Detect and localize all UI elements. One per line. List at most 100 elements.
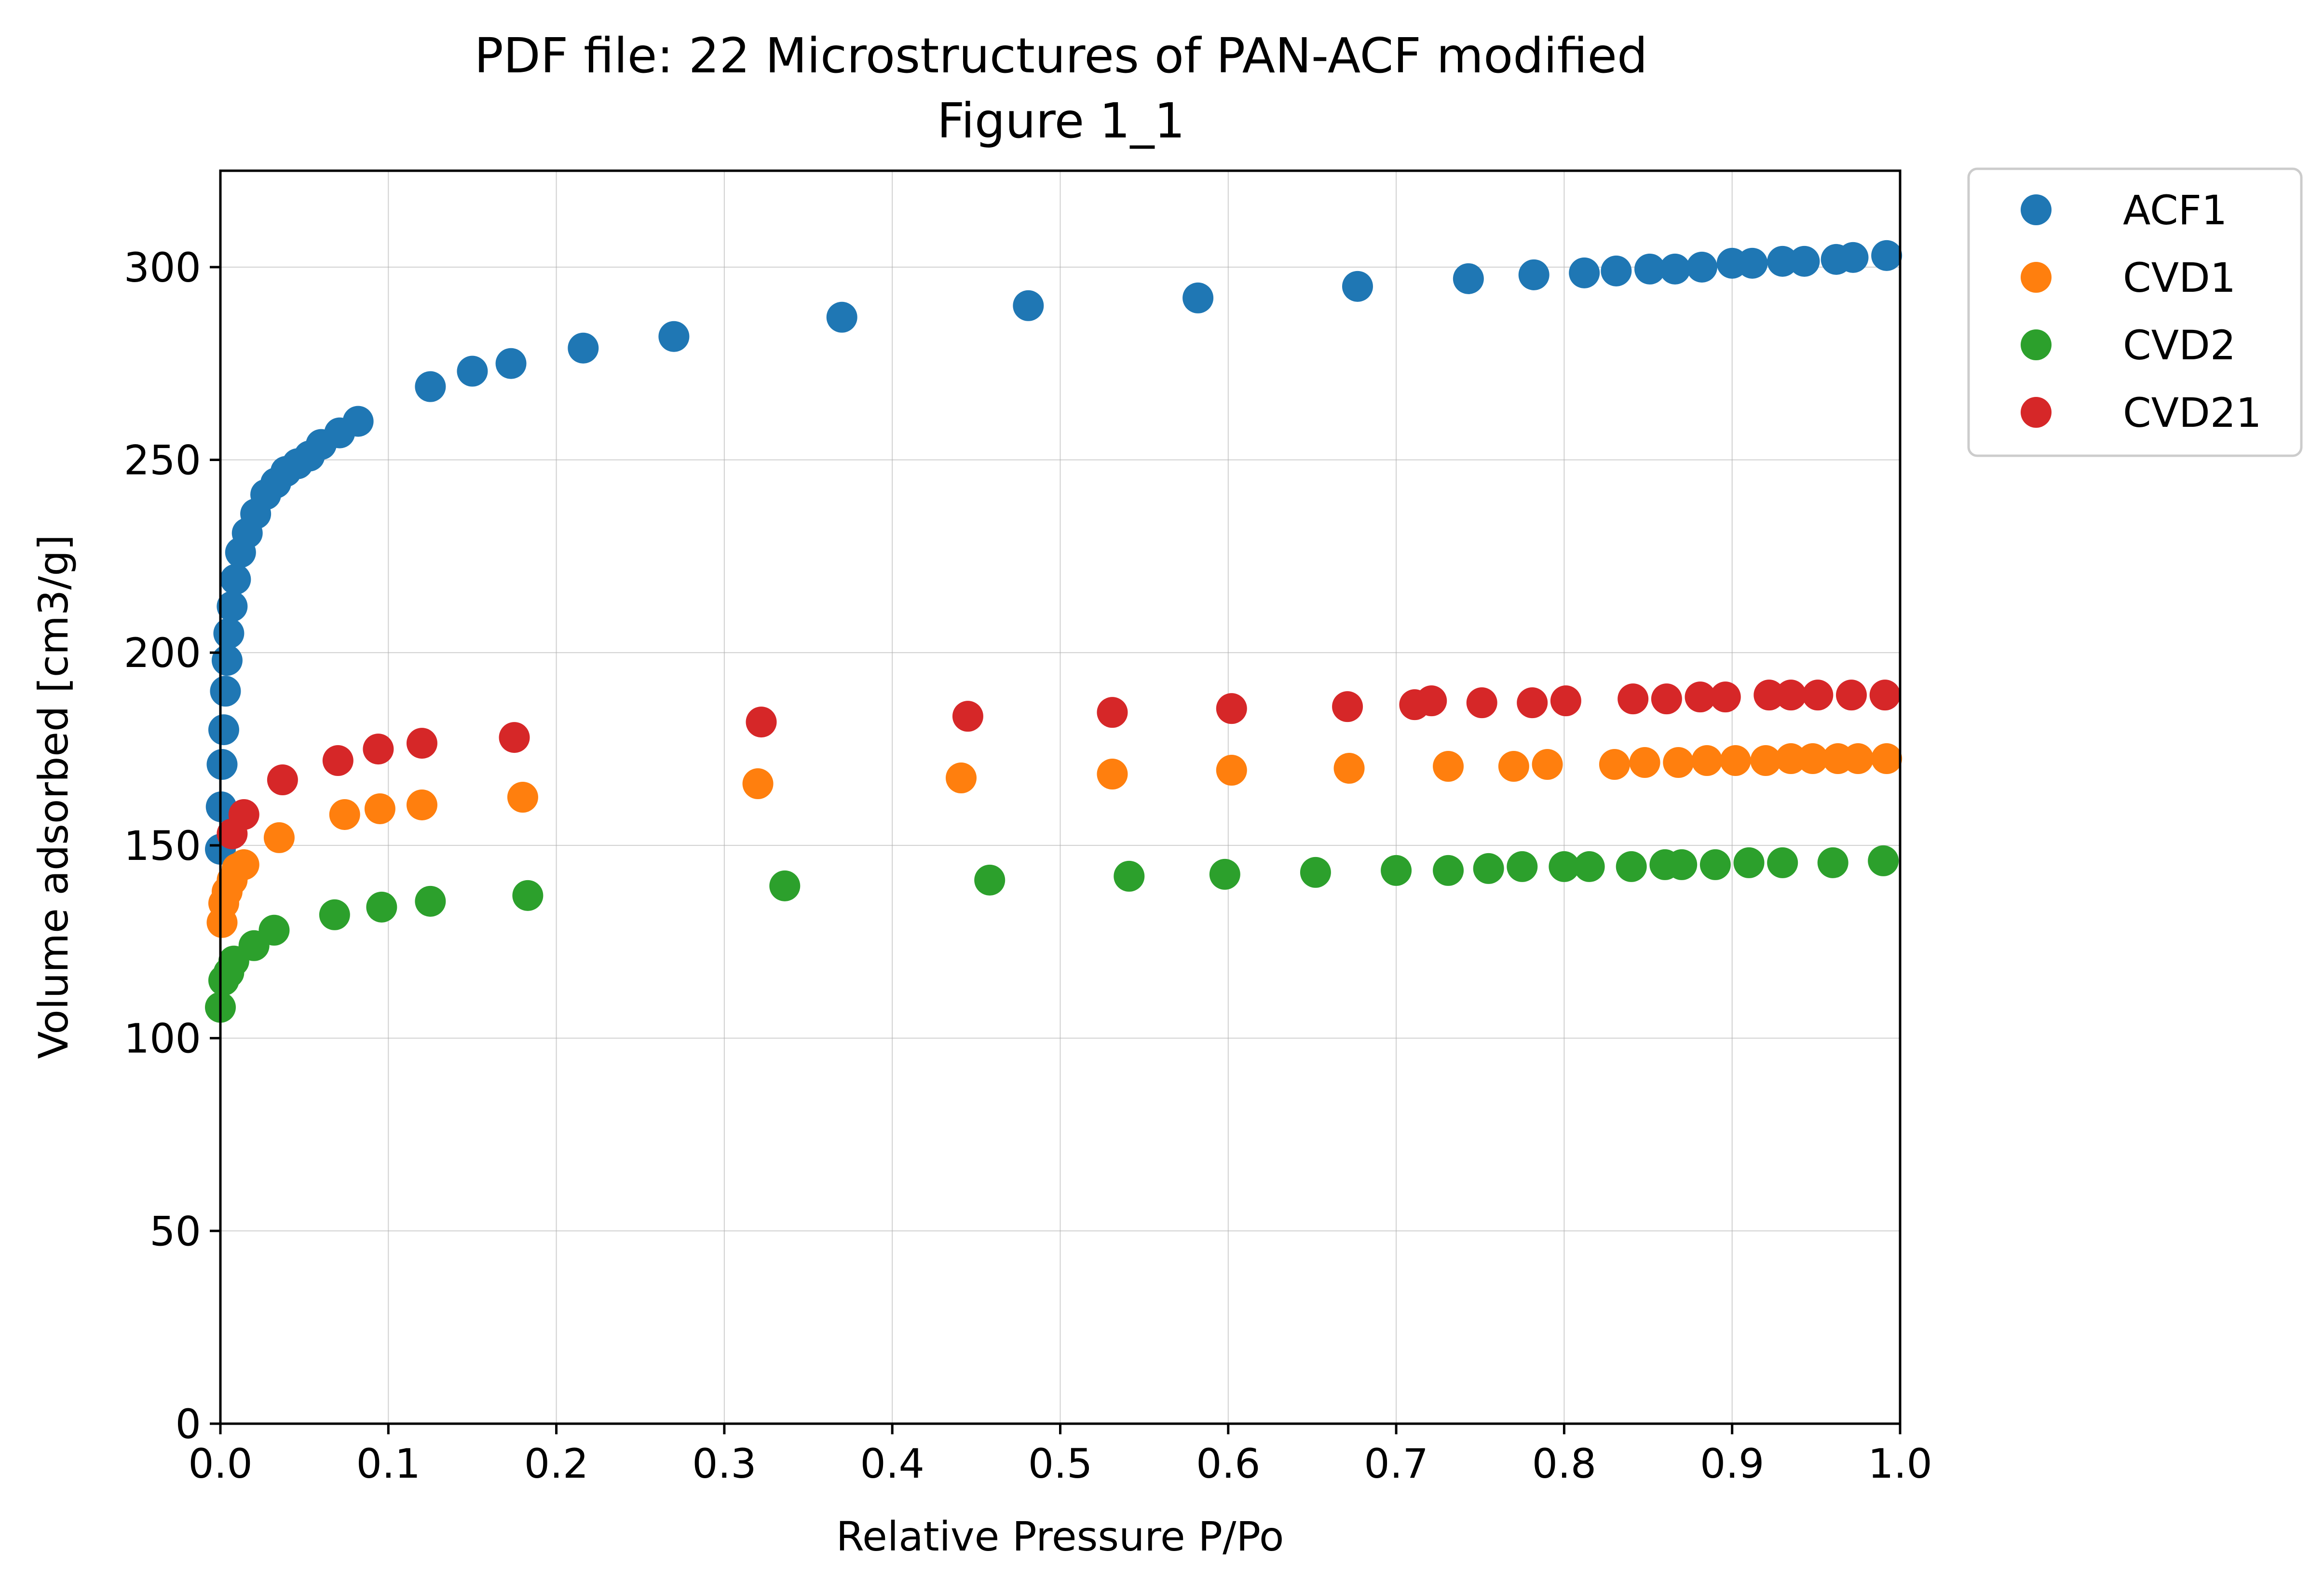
data-point-acf1 bbox=[1601, 255, 1632, 286]
data-point-cvd21 bbox=[1332, 691, 1363, 722]
data-point-cvd1 bbox=[1663, 747, 1694, 778]
data-point-cvd2 bbox=[1114, 860, 1145, 892]
data-point-cvd1 bbox=[946, 762, 977, 794]
x-axis-label: Relative Pressure P/Po bbox=[836, 1513, 1284, 1560]
data-point-cvd2 bbox=[415, 885, 446, 917]
data-point-cvd2 bbox=[512, 880, 544, 911]
data-point-acf1 bbox=[213, 618, 245, 649]
data-point-acf1 bbox=[211, 645, 243, 676]
data-point-cvd1 bbox=[1871, 743, 1903, 775]
data-point-acf1 bbox=[217, 591, 248, 622]
data-point-acf1 bbox=[1789, 245, 1820, 277]
data-point-cvd1 bbox=[1532, 749, 1563, 780]
x-tick-label: 0.6 bbox=[1196, 1440, 1261, 1487]
y-tick-label: 100 bbox=[124, 1015, 201, 1062]
data-point-cvd21 bbox=[1617, 683, 1649, 715]
data-point-acf1 bbox=[1342, 271, 1373, 302]
data-point-cvd21 bbox=[1216, 693, 1247, 724]
data-point-cvd21 bbox=[267, 764, 298, 796]
data-point-cvd21 bbox=[322, 745, 353, 776]
y-tick-label: 250 bbox=[124, 437, 201, 484]
data-point-cvd2 bbox=[1733, 847, 1765, 878]
data-point-cvd1 bbox=[742, 768, 774, 800]
data-point-cvd1 bbox=[263, 822, 295, 853]
data-point-cvd1 bbox=[1720, 745, 1751, 776]
legend: ACF1 CVD1 CVD2 CVD21 bbox=[1967, 167, 2303, 457]
data-point-acf1 bbox=[1182, 282, 1214, 313]
data-point-cvd2 bbox=[1817, 847, 1848, 878]
data-point-cvd1 bbox=[1599, 749, 1630, 780]
data-point-cvd2 bbox=[1767, 847, 1798, 878]
data-point-cvd2 bbox=[258, 914, 290, 946]
data-point-acf1 bbox=[1686, 251, 1718, 283]
data-point-cvd2 bbox=[1868, 845, 1899, 876]
legend-marker-acf1 bbox=[2021, 194, 2052, 225]
legend-frame bbox=[1967, 167, 2303, 457]
y-tick-label: 200 bbox=[124, 629, 201, 677]
y-tick-label: 0 bbox=[176, 1401, 201, 1448]
data-point-cvd1 bbox=[1498, 751, 1529, 782]
data-point-acf1 bbox=[1634, 253, 1666, 285]
data-point-cvd1 bbox=[1750, 745, 1781, 776]
data-point-acf1 bbox=[415, 371, 446, 402]
data-point-cvd2 bbox=[1666, 849, 1698, 880]
data-point-acf1 bbox=[1518, 259, 1549, 290]
data-point-cvd1 bbox=[1775, 743, 1807, 775]
data-point-cvd21 bbox=[406, 728, 437, 759]
data-point-acf1 bbox=[1767, 245, 1798, 277]
data-point-cvd21 bbox=[746, 707, 777, 738]
data-point-acf1 bbox=[220, 564, 251, 595]
data-point-cvd2 bbox=[1616, 851, 1647, 882]
y-axis: 0 50 100 150 200 250 300 bbox=[124, 244, 220, 1448]
data-point-cvd1 bbox=[1629, 747, 1660, 778]
data-point-cvd1 bbox=[364, 793, 395, 824]
x-tick-label: 0.2 bbox=[524, 1440, 589, 1487]
legend-marker-cvd21 bbox=[2021, 397, 2052, 428]
data-point-cvd2 bbox=[1381, 855, 1412, 886]
data-point-acf1 bbox=[826, 301, 857, 333]
legend-label-cvd1: CVD1 bbox=[2123, 254, 2236, 301]
y-tick-label: 50 bbox=[149, 1208, 201, 1255]
data-point-cvd2 bbox=[769, 870, 801, 901]
data-point-acf1 bbox=[1453, 263, 1484, 294]
data-point-cvd21 bbox=[1802, 680, 1834, 711]
data-point-acf1 bbox=[210, 676, 241, 707]
data-point-acf1 bbox=[568, 332, 599, 364]
data-point-cvd2 bbox=[1300, 857, 1331, 888]
x-axis: 0.0 0.1 0.2 0.3 0.4 0.5 0.6 0.7 0.8 0.9 1.0 bbox=[188, 1424, 1932, 1487]
data-point-cvd21 bbox=[1835, 680, 1867, 711]
x-tick-label: 0.4 bbox=[860, 1440, 924, 1487]
data-point-acf1 bbox=[495, 348, 527, 379]
data-point-acf1 bbox=[208, 714, 239, 746]
data-point-cvd2 bbox=[1699, 849, 1731, 880]
data-point-acf1 bbox=[1013, 290, 1044, 321]
data-point-cvd21 bbox=[499, 722, 530, 753]
data-point-cvd21 bbox=[1753, 680, 1785, 711]
data-point-acf1 bbox=[658, 321, 690, 352]
x-tick-label: 0.8 bbox=[1532, 1440, 1597, 1487]
y-axis-label: Volume adsorbed [cm3/g] bbox=[30, 534, 77, 1059]
data-point-cvd1 bbox=[1433, 751, 1464, 782]
x-tick-label: 0.0 bbox=[188, 1440, 253, 1487]
data-point-cvd2 bbox=[1507, 851, 1538, 882]
data-point-cvd21 bbox=[1466, 687, 1497, 719]
data-point-acf1 bbox=[457, 355, 488, 387]
data-point-cvd1 bbox=[1097, 759, 1128, 790]
legend-label-acf1: ACF1 bbox=[2123, 187, 2227, 234]
data-point-cvd21 bbox=[1710, 681, 1741, 713]
data-point-cvd21 bbox=[1416, 685, 1447, 717]
data-point-cvd2 bbox=[319, 899, 350, 930]
data-point-cvd2 bbox=[1574, 851, 1605, 882]
data-point-cvd21 bbox=[952, 701, 983, 732]
data-point-cvd1 bbox=[1842, 743, 1874, 775]
x-tick-label: 0.9 bbox=[1700, 1440, 1765, 1487]
legend-marker-cvd1 bbox=[2021, 262, 2052, 293]
chart-subtitle: Figure 1_1 bbox=[937, 93, 1185, 149]
x-tick-label: 0.3 bbox=[692, 1440, 757, 1487]
data-point-cvd1 bbox=[1216, 755, 1247, 786]
data-point-cvd21 bbox=[228, 799, 259, 830]
data-point-acf1 bbox=[1737, 247, 1768, 279]
data-point-cvd21 bbox=[1550, 685, 1581, 717]
data-point-cvd1 bbox=[1691, 745, 1723, 776]
legend-label-cvd21: CVD21 bbox=[2123, 389, 2262, 436]
